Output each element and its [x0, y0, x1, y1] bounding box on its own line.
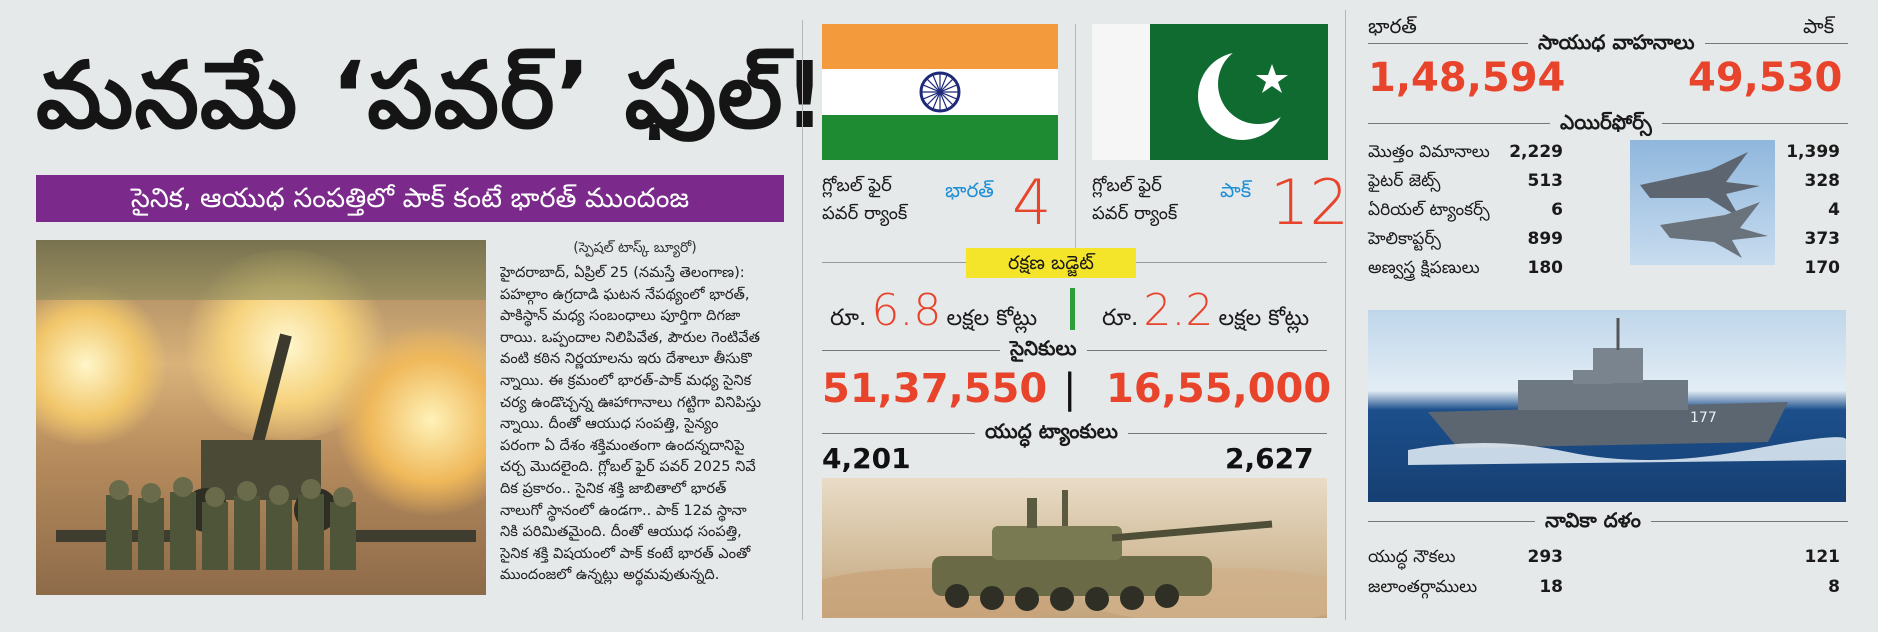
right-header-india: భారత్: [1368, 14, 1417, 38]
article-line: చర్చ మొదలైంది. గ్లోబల్ ఫైర్ పవర్ 2025 ని…: [500, 458, 756, 476]
article-line: సైనిక శక్తి విషయంలో పాక్ కంటే భారత్ ఎంతో: [500, 544, 751, 562]
article-line: చర్య ఉండొచ్చన్న ఊహాగానాలు గట్టిగా వినిపి…: [500, 393, 762, 411]
vehicles-title: సాయుధ వాహనాలు: [1528, 30, 1705, 59]
budget-title: రక్షణ బడ్జెట్: [966, 248, 1136, 278]
gfp-label-india: గ్లోబల్ ఫైర్ పవర్ ర్యాంక్: [822, 175, 908, 224]
navy-title: నావికా దళం: [1535, 508, 1651, 537]
pakistan-flag: [1092, 24, 1328, 160]
vehicles-india: 1,48,594: [1368, 55, 1566, 101]
column-divider: [1345, 10, 1346, 620]
tanks-pakistan: 2,627: [1225, 442, 1314, 475]
article-line: పరంగా ఏ దేశం శక్తిమంతంగా ఉందన్నదానిపై: [500, 436, 745, 454]
gfp-country-pakistan: పాక్: [1220, 178, 1252, 202]
article-line: దిక ప్రకారం.. సైనిక శక్తి జాబితాలో భారత్: [500, 479, 727, 497]
flag-divider: [1075, 24, 1076, 252]
soldiers-separator: |: [1063, 366, 1077, 412]
gfp-rank-pakistan: 12: [1270, 166, 1349, 239]
article-line: నాలుగో స్థానంలో ఉండగా.. పాక్ 12వ స్థానా: [500, 501, 747, 519]
tank-photo: [822, 478, 1327, 618]
article-byline: (స్పెషల్ టాస్క్ బ్యూరో): [573, 240, 697, 256]
gfp-rank-india: 4: [1012, 166, 1052, 239]
article-line: పాకిస్థాన్ మధ్య సంబంధాలు పూర్తిగా దిగజా: [500, 307, 741, 325]
airforce-row: ఏరియల్ ట్యాంకర్స్ 6 4: [1368, 200, 1840, 220]
gfp-country-india: భారత్: [945, 178, 994, 202]
soldiers-india: 51,37,550: [822, 366, 1048, 412]
hull-number: 177: [1690, 410, 1717, 426]
navy-row: జలాంతర్గాములు 18 8: [1368, 577, 1840, 597]
tanks-india: 4,201: [822, 442, 911, 475]
article-body: హైదరాబాద్, ఏప్రిల్ 25 (నమస్తే తెలంగాణ): …: [500, 262, 780, 602]
budget-divider: [1070, 288, 1075, 330]
soldiers-pakistan: 16,55,000: [1106, 366, 1332, 412]
airforce-row: ఫైటర్ జెట్స్ 513 328: [1368, 171, 1840, 191]
budget-pakistan: రూ. 2.2 లక్షల కోట్లు: [1102, 285, 1310, 336]
warship-photo: 177: [1368, 310, 1846, 502]
airforce-row: అణ్వస్త్ర క్షిపణులు 180 170: [1368, 258, 1840, 278]
subheadline-banner: సైనిక, ఆయుధ సంపత్తిలో పాక్ కంటే భారత్ ము…: [36, 175, 784, 222]
airforce-row: హెలికాప్టర్స్ 899 373: [1368, 229, 1840, 249]
navy-row: యుద్ధ నౌకలు 293 121: [1368, 547, 1840, 567]
column-divider: [802, 20, 803, 620]
tank-illustration: [822, 490, 1327, 618]
fighter-jet-photo: [1630, 140, 1775, 265]
warship-illustration: 177: [1408, 318, 1846, 465]
artillery-photo: [36, 240, 486, 595]
right-header-pakistan: పాక్: [1803, 14, 1835, 38]
airforce-title: ఎయిర్‌ఫోర్స్: [1550, 110, 1662, 139]
howitzer-illustration: [56, 333, 476, 570]
article-line: ముందంజలో ఉన్నట్లు అర్థమవుతున్నది.: [500, 566, 720, 584]
article-line: న్నాయి. ఈ క్రమంలో భారత్-పాక్ మధ్య సైనిక: [500, 371, 752, 389]
vehicles-pakistan: 49,530: [1688, 55, 1843, 101]
article-line: పహల్గాం ఉగ్రదాడి ఘటన నేపథ్యంలో భారత్,: [500, 285, 750, 303]
article-line: హైదరాబాద్, ఏప్రిల్ 25 (నమస్తే తెలంగాణ):: [500, 264, 745, 281]
jet-illustration: [1640, 152, 1768, 258]
airforce-row: మొత్తం విమానాలు 2,229 1,399: [1368, 142, 1840, 162]
article-line: న్నాయి. దీంతో ఆయుధ సంపత్తి, సైన్యం: [500, 415, 719, 433]
headline: మనమే ‘పవర్’ ఫుల్!: [36, 42, 827, 149]
budget-india: రూ. 6.8 లక్షల కోట్లు: [830, 285, 1038, 336]
ashoka-chakra-icon: [919, 71, 961, 113]
crescent-star-icon: [1198, 44, 1298, 140]
tanks-title: యుద్ధ ట్యాంకులు: [975, 419, 1128, 448]
soldiers-title: సైనికులు: [1000, 336, 1087, 365]
gfp-label-pakistan: గ్లోబల్ ఫైర్ పవర్ ర్యాంక్: [1092, 175, 1178, 224]
article-line: రాయి. ఒప్పందాల నిలిపివేత, పౌరుల గెంటివేత: [500, 328, 761, 346]
article-line: వంటి కఠిన నిర్ణయాలను ఇరు దేశాలూ తీసుకొ: [500, 350, 752, 368]
article-line: నికి పరిమితమైంది. దీంతో ఆయుధ సంపత్తి,: [500, 523, 742, 541]
india-flag: [822, 24, 1058, 160]
